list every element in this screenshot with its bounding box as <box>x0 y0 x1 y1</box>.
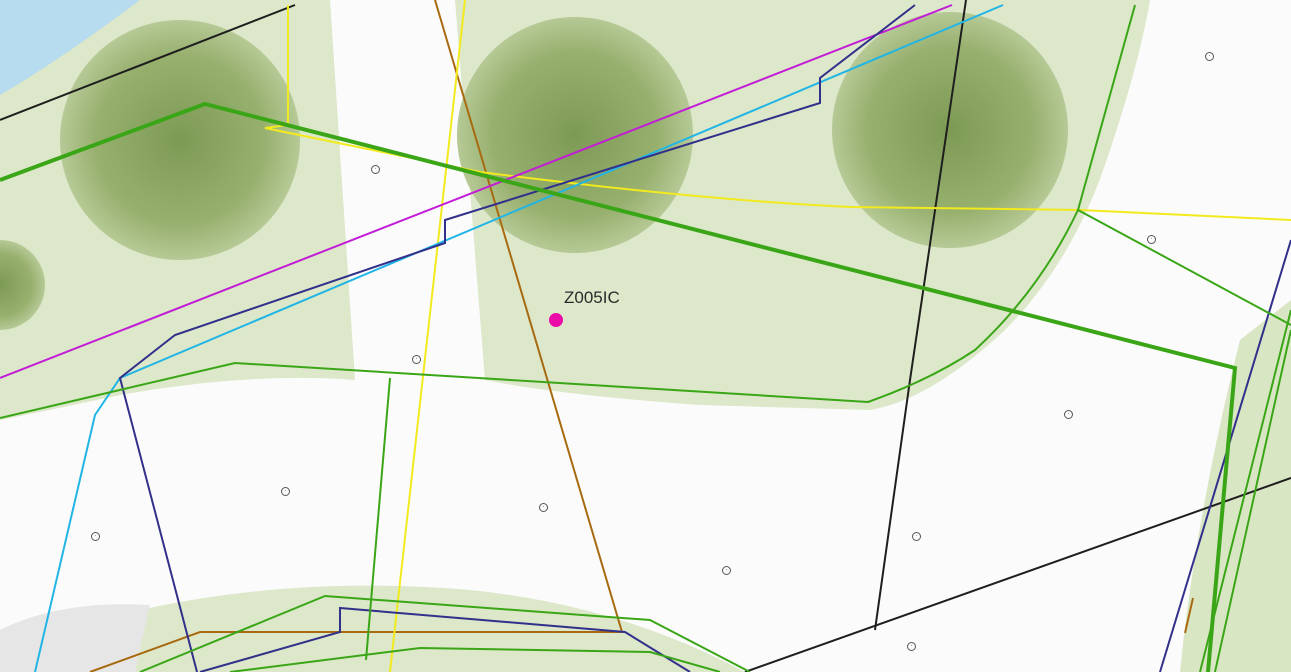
line-yellow <box>389 0 466 672</box>
line-cyan <box>34 4 1004 672</box>
address-point-marker[interactable]: · <box>907 642 916 651</box>
address-point-marker[interactable]: · <box>1205 52 1214 61</box>
boundary-black <box>874 0 967 631</box>
line-navy <box>118 4 916 672</box>
boundary-black <box>0 4 296 121</box>
line-green <box>1077 209 1291 326</box>
plaza-area <box>0 604 150 672</box>
line-magenta <box>0 4 953 379</box>
feature-point-marker[interactable] <box>549 313 563 327</box>
tree-canopy <box>60 20 300 260</box>
line-green <box>365 377 391 661</box>
tree-canopy <box>832 12 1068 248</box>
line-green <box>1214 329 1291 672</box>
address-point-marker[interactable]: · <box>281 487 290 496</box>
address-point-marker[interactable]: · <box>371 165 380 174</box>
line-navy <box>199 606 691 672</box>
tree-canopy <box>457 17 693 253</box>
line-green <box>0 4 1136 419</box>
park-area <box>1180 300 1291 672</box>
line-green <box>139 594 751 672</box>
tree-canopy <box>0 240 45 330</box>
line-brown <box>1184 597 1194 634</box>
address-point-marker[interactable]: · <box>1064 410 1073 419</box>
address-point-marker[interactable]: · <box>412 355 421 364</box>
address-point-marker[interactable]: · <box>722 566 731 575</box>
address-point-marker[interactable]: · <box>91 532 100 541</box>
line-green <box>229 646 721 672</box>
water-body <box>0 0 140 95</box>
line-yellow <box>264 5 1291 221</box>
feature-label: Z005IC <box>564 288 620 307</box>
line-green <box>1199 309 1291 672</box>
line-green-major <box>0 101 1238 672</box>
address-point-marker[interactable]: · <box>912 532 921 541</box>
boundary-black <box>744 477 1291 672</box>
address-point-marker[interactable]: · <box>1147 235 1156 244</box>
line-brown <box>89 0 624 672</box>
address-point-marker[interactable]: · <box>539 503 548 512</box>
